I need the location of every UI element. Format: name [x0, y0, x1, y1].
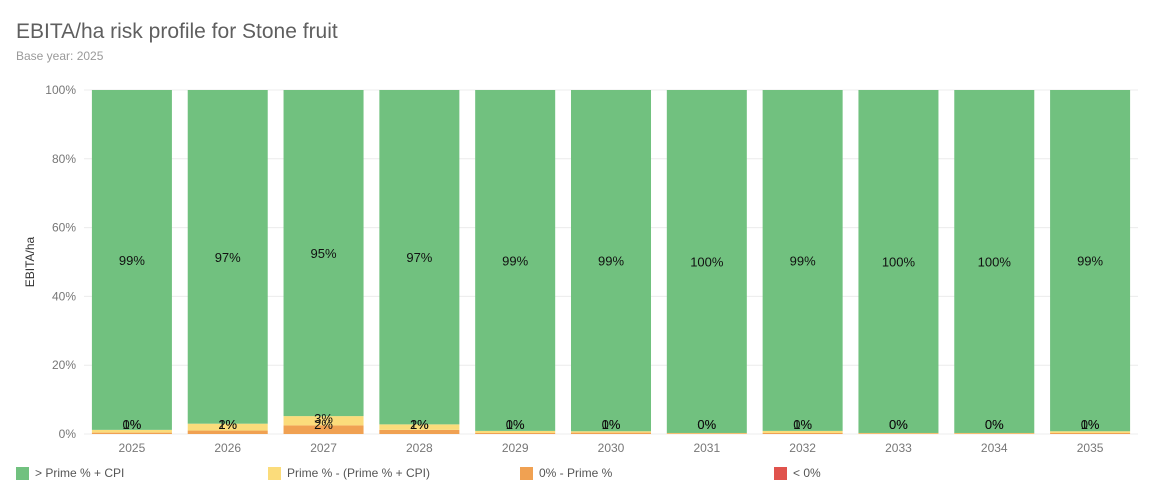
bar-segment[interactable]	[475, 430, 556, 433]
bar-segment[interactable]	[379, 424, 460, 430]
data-label: 1%	[602, 417, 621, 432]
bar-segment[interactable]	[762, 90, 843, 431]
data-label: 2%	[410, 417, 429, 432]
data-label: 99%	[502, 253, 528, 268]
data-label: 0%	[889, 417, 908, 432]
x-tick-label: 2034	[981, 441, 1008, 455]
data-label: 2%	[218, 417, 237, 432]
data-label: 99%	[119, 253, 145, 268]
x-tick-label: 2027	[310, 441, 337, 455]
bar-segment[interactable]	[954, 90, 1035, 433]
legend-item[interactable]: Prime % - (Prime % + CPI)	[268, 466, 430, 480]
y-axis-label: EBITA/ha	[23, 236, 37, 287]
legend-swatch	[520, 466, 533, 480]
chart-subtitle: Base year: 2025	[16, 49, 104, 63]
data-label: 100%	[882, 254, 916, 269]
bar-segment[interactable]	[1050, 90, 1131, 432]
stacked-bar-chart: 99%1%0%97%2%1%95%3%2%97%2%1%99%1%0%99%1%…	[23, 83, 1138, 455]
x-tick-label: 2030	[598, 441, 625, 455]
x-tick-label: 2035	[1077, 441, 1104, 455]
bar-segment[interactable]	[1050, 432, 1131, 434]
data-label: 1%	[506, 417, 525, 432]
legend-swatch	[16, 466, 29, 480]
data-label: 99%	[1077, 254, 1103, 269]
bar-segment[interactable]	[91, 429, 172, 433]
bar-segment[interactable]	[379, 429, 460, 434]
x-tick-label: 2033	[885, 441, 912, 455]
y-tick-label: 60%	[52, 221, 76, 235]
bar-segment[interactable]	[1050, 431, 1131, 433]
y-tick-label: 20%	[52, 358, 76, 372]
bar-segment[interactable]	[379, 90, 460, 425]
data-label: 0%	[889, 417, 908, 432]
bar-segment[interactable]	[762, 432, 843, 434]
bar-segment[interactable]	[187, 430, 268, 434]
x-tick-label: 2028	[406, 441, 433, 455]
bar-segment[interactable]	[666, 433, 747, 434]
data-label: 1%	[793, 417, 812, 432]
bar-segment[interactable]	[570, 432, 652, 434]
bar-segment[interactable]	[91, 432, 172, 434]
bar-segment[interactable]	[187, 90, 268, 424]
bar-segment[interactable]	[283, 90, 364, 417]
bar-segment[interactable]	[666, 90, 747, 433]
legend-label: Prime % - (Prime % + CPI)	[287, 466, 431, 480]
data-label: 1%	[218, 417, 237, 432]
data-label: 97%	[406, 250, 432, 265]
bar-segment[interactable]	[475, 432, 556, 434]
x-tick-label: 2025	[119, 441, 146, 455]
y-tick-label: 100%	[45, 83, 76, 97]
data-label: 1%	[410, 417, 429, 432]
bar-segment[interactable]	[570, 431, 652, 433]
data-label: 0%	[985, 417, 1004, 432]
legend-item[interactable]: 0% - Prime %	[520, 466, 612, 480]
legend-swatch	[774, 466, 787, 480]
data-label: 0%	[602, 417, 621, 432]
bar-segment[interactable]	[570, 90, 652, 432]
data-label: 0%	[506, 417, 525, 432]
data-label: 100%	[690, 254, 724, 269]
x-tick-label: 2029	[502, 441, 529, 455]
bar-segment[interactable]	[954, 433, 1035, 434]
legend: > Prime % + CPI Prime % - (Prime % + CPI)…	[16, 466, 1136, 484]
bar-segment[interactable]	[858, 433, 939, 434]
legend-label: 0% - Prime %	[539, 466, 613, 480]
y-tick-label: 40%	[52, 289, 76, 303]
data-label: 2%	[314, 417, 333, 432]
data-label: 97%	[215, 250, 241, 265]
legend-swatch	[268, 466, 281, 480]
chart-title: EBITA/ha risk profile for Stone fruit	[16, 20, 338, 43]
bar-segment[interactable]	[283, 425, 364, 434]
legend-label: > Prime % + CPI	[35, 466, 125, 480]
y-tick-label: 80%	[52, 152, 76, 166]
bar-segment[interactable]	[858, 90, 939, 433]
bar-segment[interactable]	[475, 90, 556, 431]
data-label: 0%	[1081, 417, 1100, 432]
x-tick-label: 2026	[214, 441, 241, 455]
data-label: 99%	[598, 254, 624, 269]
legend-item[interactable]: > Prime % + CPI	[16, 466, 124, 480]
x-tick-label: 2032	[789, 441, 816, 455]
data-label: 0%	[985, 417, 1004, 432]
data-label: 100%	[978, 254, 1012, 269]
legend-label: < 0%	[793, 466, 821, 480]
legend-item[interactable]: < 0%	[774, 466, 821, 480]
data-label: 0%	[123, 417, 142, 432]
y-tick-label: 0%	[59, 427, 77, 441]
data-label: 3%	[314, 411, 333, 426]
bar-segment[interactable]	[91, 90, 172, 430]
x-tick-label: 2031	[693, 441, 720, 455]
data-label: 0%	[697, 417, 716, 432]
data-label: 0%	[697, 417, 716, 432]
data-label: 99%	[790, 253, 816, 268]
data-label: 95%	[311, 246, 337, 261]
data-label: 1%	[1081, 417, 1100, 432]
data-label: 0%	[793, 417, 812, 432]
bar-segment[interactable]	[187, 423, 268, 431]
bar-segment[interactable]	[762, 430, 843, 433]
data-label: 1%	[123, 417, 142, 432]
bar-segment[interactable]	[283, 416, 364, 426]
